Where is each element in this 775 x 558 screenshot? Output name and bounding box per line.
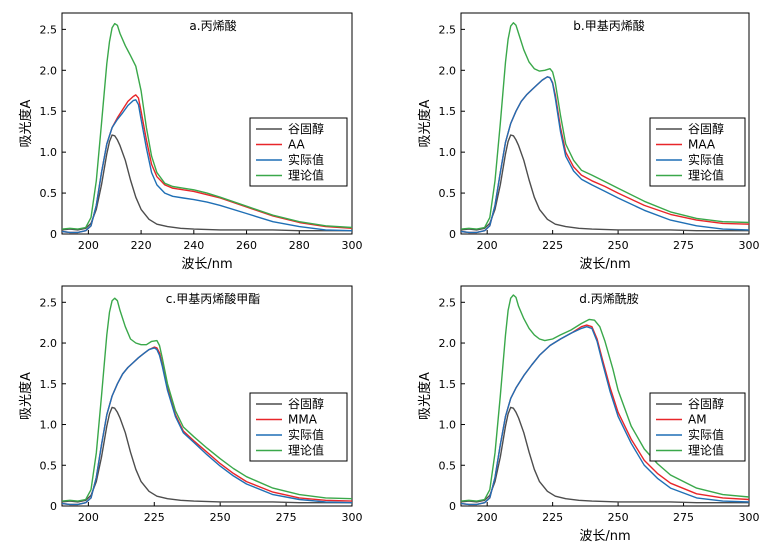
series-line-3 bbox=[461, 76, 749, 234]
legend-label: 理论值 bbox=[288, 443, 324, 458]
series-line-4 bbox=[62, 22, 352, 230]
plot-frame bbox=[460, 12, 750, 235]
legend-label: 谷固醇 bbox=[288, 121, 324, 136]
x-tick-label: 275 bbox=[673, 239, 694, 252]
y-tick-label: 2.0 bbox=[439, 337, 457, 350]
y-tick-label: 0.5 bbox=[439, 459, 457, 472]
y-tick-label: 2.5 bbox=[40, 23, 58, 36]
x-tick-label: 300 bbox=[342, 511, 363, 524]
y-tick-label: 1.0 bbox=[40, 419, 58, 432]
series-line-3 bbox=[461, 326, 749, 506]
series-group bbox=[461, 22, 749, 234]
plot-frame bbox=[61, 12, 353, 235]
y-axis-title: 吸光度A bbox=[417, 372, 433, 420]
y-tick-label: 0 bbox=[50, 228, 57, 241]
x-tick-label: 240 bbox=[183, 239, 204, 252]
chart-panel-3: 200 225 250 275 300 0 0.5 1.0 1.5 2.0 2.5 吸光度A c.甲基丙… bbox=[18, 285, 363, 524]
legend-label: 实际值 bbox=[688, 152, 724, 167]
series-line-4 bbox=[461, 22, 749, 230]
panel-title: a.丙烯酸 bbox=[189, 18, 236, 33]
x-tick-label: 225 bbox=[144, 511, 165, 524]
x-tick-label: 275 bbox=[276, 511, 297, 524]
chart-panel-1: 200 220 240 260 280 300 0 0.5 1.0 1.5 2.0 2.5 波长/nm 吸… bbox=[18, 12, 363, 272]
x-axis-title: 波长/nm bbox=[181, 257, 232, 272]
legend-label: 实际值 bbox=[688, 427, 724, 442]
series-line-4 bbox=[62, 297, 352, 502]
y-tick-label: 0.5 bbox=[40, 459, 58, 472]
x-tick-label: 225 bbox=[542, 511, 563, 524]
y-axis-title: 吸光度A bbox=[18, 99, 34, 147]
series-line-3 bbox=[62, 347, 352, 506]
plot-frame bbox=[460, 285, 750, 507]
chart-panel-4: 200 225 250 275 300 0 0.5 1.0 1.5 2.0 2.5 波长/nm 吸光度A… bbox=[417, 285, 760, 544]
series-group bbox=[461, 294, 749, 506]
x-tick-label: 200 bbox=[477, 239, 498, 252]
legend-label: MAA bbox=[688, 138, 716, 152]
legend-label: 实际值 bbox=[288, 427, 324, 442]
legend-label: AA bbox=[288, 138, 306, 152]
x-tick-label: 260 bbox=[236, 239, 257, 252]
y-tick-label: 0 bbox=[449, 500, 456, 513]
x-tick-label: 200 bbox=[477, 511, 498, 524]
y-tick-label: 0 bbox=[50, 500, 57, 513]
y-tick-label: 1.5 bbox=[40, 105, 58, 118]
legend-label: 实际值 bbox=[288, 152, 324, 167]
legend-label: 谷固醇 bbox=[288, 396, 324, 411]
y-tick-label: 2.0 bbox=[40, 64, 58, 77]
x-tick-label: 300 bbox=[739, 511, 760, 524]
x-tick-label: 200 bbox=[78, 511, 99, 524]
y-tick-label: 2.0 bbox=[40, 337, 58, 350]
x-tick-label: 220 bbox=[131, 239, 152, 252]
series-group bbox=[62, 297, 352, 506]
x-tick-label: 300 bbox=[342, 239, 363, 252]
chart-panel-2: 200 225 250 275 300 0 0.5 1.0 1.5 2.0 2.5 波长/nm 吸光度A… bbox=[417, 12, 760, 272]
panel-title: c.甲基丙烯酸甲酯 bbox=[166, 291, 260, 306]
panel-title: d.丙烯酰胺 bbox=[579, 292, 638, 306]
x-tick-label: 200 bbox=[78, 239, 99, 252]
legend-label: 理论值 bbox=[288, 168, 324, 183]
y-tick-label: 1.0 bbox=[439, 146, 457, 159]
x-tick-label: 300 bbox=[739, 239, 760, 252]
y-tick-label: 0.5 bbox=[40, 187, 58, 200]
y-tick-label: 1.5 bbox=[439, 378, 457, 391]
y-tick-label: 2.0 bbox=[439, 64, 457, 77]
y-tick-label: 2.5 bbox=[439, 23, 457, 36]
legend-label: 理论值 bbox=[688, 168, 724, 183]
y-tick-label: 1.0 bbox=[40, 146, 58, 159]
y-axis-title: 吸光度A bbox=[417, 99, 433, 147]
legend-label: 谷固醇 bbox=[688, 121, 724, 136]
plot-frame bbox=[61, 285, 353, 507]
series-group bbox=[62, 22, 352, 234]
x-tick-label: 280 bbox=[289, 239, 310, 252]
y-tick-label: 1.5 bbox=[40, 378, 58, 391]
legend-label: 谷固醇 bbox=[688, 396, 724, 411]
y-tick-label: 2.5 bbox=[439, 296, 457, 309]
legend-label: 理论值 bbox=[688, 443, 724, 458]
x-tick-label: 250 bbox=[608, 511, 629, 524]
series-line-3 bbox=[62, 99, 352, 234]
x-tick-label: 275 bbox=[673, 511, 694, 524]
series-line-4 bbox=[461, 294, 749, 502]
legend-label: MMA bbox=[288, 413, 318, 427]
x-axis-title: 波长/nm bbox=[579, 257, 630, 272]
y-tick-label: 0.5 bbox=[439, 187, 457, 200]
x-tick-label: 250 bbox=[608, 239, 629, 252]
y-tick-label: 2.5 bbox=[40, 296, 58, 309]
y-tick-label: 1.0 bbox=[439, 419, 457, 432]
legend-label: AM bbox=[688, 413, 707, 427]
y-tick-label: 1.5 bbox=[439, 105, 457, 118]
x-axis-title: 波长/nm bbox=[579, 529, 630, 544]
x-tick-label: 250 bbox=[210, 511, 231, 524]
x-tick-label: 225 bbox=[542, 239, 563, 252]
panel-title: b.甲基丙烯酸 bbox=[573, 18, 644, 33]
y-tick-label: 0 bbox=[449, 228, 456, 241]
y-axis-title: 吸光度A bbox=[18, 372, 34, 420]
